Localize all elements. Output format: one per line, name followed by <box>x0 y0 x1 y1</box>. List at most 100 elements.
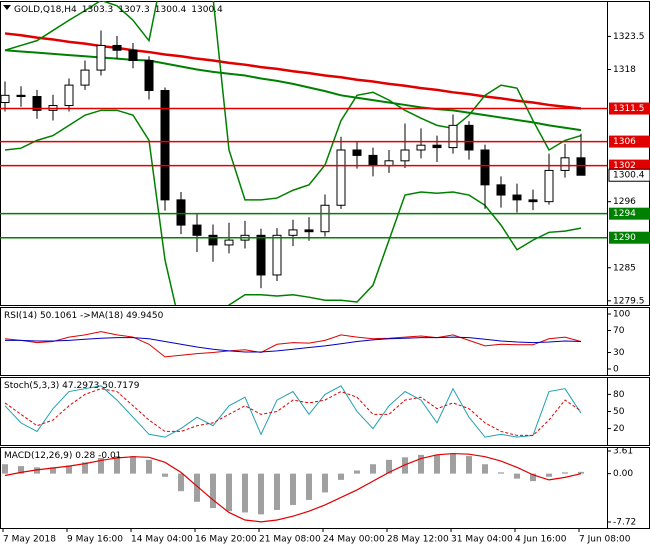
candle-body <box>496 184 506 196</box>
plot-area <box>0 1 586 305</box>
indicator-line <box>4 385 582 438</box>
level-label-bg <box>609 135 650 148</box>
histogram-bar <box>242 473 248 513</box>
histogram-bar <box>274 473 280 510</box>
y-tick-label: -7.72 <box>613 517 636 527</box>
x-tick-label: 14 May 04:00 <box>131 535 193 545</box>
candle-body <box>96 44 106 71</box>
candle-body <box>144 59 154 92</box>
candle-body <box>256 234 266 276</box>
candle-body <box>80 69 90 86</box>
panel-title: RSI(14) 50.1061 ->MA(18) 49.9450 <box>4 311 164 321</box>
indicator-line <box>4 452 582 523</box>
histogram-bar <box>258 473 264 515</box>
candle-body <box>288 229 298 236</box>
histogram-bar <box>450 453 456 474</box>
price-label-bg <box>608 168 650 182</box>
level-label-bg <box>609 159 650 172</box>
y-tick-label: 20 <box>613 424 625 434</box>
title-text: Stoch(5,3,3) 47.2973 50.7179 <box>4 381 140 391</box>
histogram-bar <box>130 456 136 474</box>
candle-body <box>432 144 442 149</box>
candle-body <box>336 149 346 206</box>
ohlc-value: 1307.3 <box>118 5 150 15</box>
candle-body <box>192 224 202 236</box>
y-tick-label: 80 <box>613 390 625 400</box>
candle-body <box>448 124 458 149</box>
candle-body <box>112 44 122 51</box>
y-tick-label: 0.00 <box>613 469 633 479</box>
candle-body <box>416 144 426 151</box>
x-tick-label: 31 May 04:00 <box>451 535 513 545</box>
x-tick-label: 24 May 00:00 <box>323 535 385 545</box>
indicator-line <box>5 336 582 353</box>
level-label: 1306 <box>613 137 636 147</box>
x-tick-label: 4 Jun 16:00 <box>515 535 567 545</box>
level-label: 1290 <box>613 233 636 243</box>
panel-title: MACD(12,26,9) 0.28 -0.01 <box>4 451 121 461</box>
level-label-bg <box>609 207 650 220</box>
histogram-bar <box>146 459 152 474</box>
candle-body <box>576 157 586 176</box>
x-tick-label: 28 May 12:00 <box>387 535 449 545</box>
histogram-bar <box>306 473 312 500</box>
ohlc-value: 1300.4 <box>155 5 187 15</box>
candle-body <box>32 96 42 111</box>
histogram-bar <box>50 467 56 474</box>
histogram-bar <box>210 473 216 509</box>
histogram-bar <box>98 457 104 474</box>
level-label: 1294 <box>613 209 636 219</box>
candle-body <box>128 49 138 61</box>
price-label: 1300.4 <box>613 171 645 181</box>
x-tick-label: 7 May 2018 <box>3 535 56 545</box>
y-tick-label: 70 <box>613 326 625 336</box>
histogram-bar <box>114 456 120 474</box>
x-tick-label: 21 May 08:00 <box>259 535 321 545</box>
histogram-bar <box>82 462 88 474</box>
title-text: RSI(14) 50.1061 ->MA(18) 49.9450 <box>4 311 164 321</box>
y-tick-label: 1279.5 <box>613 296 645 306</box>
histogram-bar <box>178 473 184 492</box>
candle-body <box>0 94 10 104</box>
candle-body <box>272 234 282 276</box>
histogram-bar <box>290 473 296 505</box>
y-tick-label: 30 <box>613 348 625 358</box>
y-tick-label: 3.61 <box>613 447 633 457</box>
candle-body <box>512 194 522 201</box>
y-tick-label: 1296 <box>613 197 636 207</box>
level-label: 1302 <box>613 161 636 171</box>
level-label-bg <box>609 102 650 115</box>
candle-body <box>480 149 490 186</box>
y-tick-label: 50 <box>613 407 625 417</box>
histogram-bar <box>530 473 536 482</box>
x-tick-label: 9 May 16:00 <box>67 535 123 545</box>
histogram-bar <box>162 473 168 477</box>
level-label: 1311.5 <box>613 104 645 114</box>
candle-body <box>352 149 362 156</box>
y-tick-label: 1285 <box>613 263 636 273</box>
histogram-bar <box>386 459 392 474</box>
histogram-bar <box>546 473 552 477</box>
plot-area <box>2 452 584 523</box>
candle-body <box>16 94 26 98</box>
y-tick-label: 1323.5 <box>613 32 645 42</box>
histogram-bar <box>370 464 376 474</box>
candle-body <box>320 204 330 233</box>
y-tick-label: 100 <box>613 309 630 319</box>
candle-body <box>560 157 570 171</box>
candle-body <box>64 84 74 107</box>
candle-body <box>160 90 170 201</box>
title-icon <box>3 5 11 10</box>
histogram-bar <box>434 454 440 474</box>
ohlc-value: 1303.3 <box>82 5 114 15</box>
candle-body <box>224 239 234 246</box>
panel-title: GOLD,Q18,H4 1303.3 1307.3 1300.4 1300.4 <box>14 5 223 15</box>
histogram-bar <box>498 472 504 474</box>
candle-body <box>544 169 554 203</box>
histogram-bar <box>2 464 8 474</box>
histogram-bar <box>34 467 40 474</box>
histogram-bar <box>354 470 360 474</box>
candle-body <box>400 149 410 162</box>
panel-title: Stoch(5,3,3) 47.2973 50.7179 <box>4 381 140 391</box>
